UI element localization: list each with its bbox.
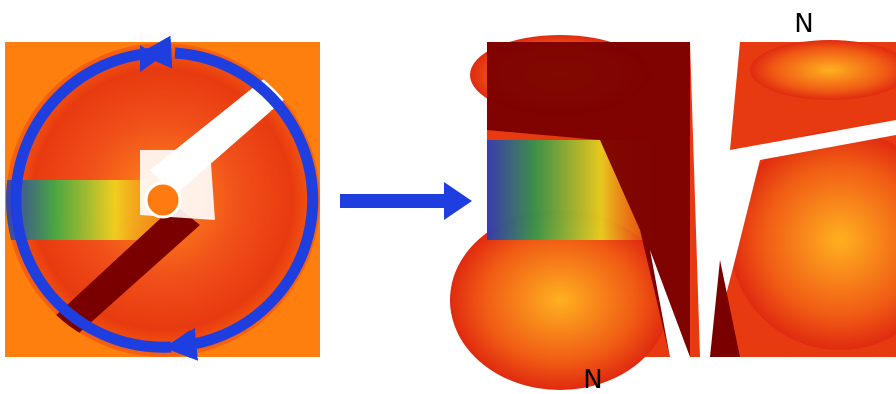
transform-arrow <box>340 182 472 220</box>
right-image <box>450 35 896 390</box>
label-bottom: N <box>583 365 602 394</box>
left-image <box>5 35 320 361</box>
label-top: N <box>794 9 813 39</box>
